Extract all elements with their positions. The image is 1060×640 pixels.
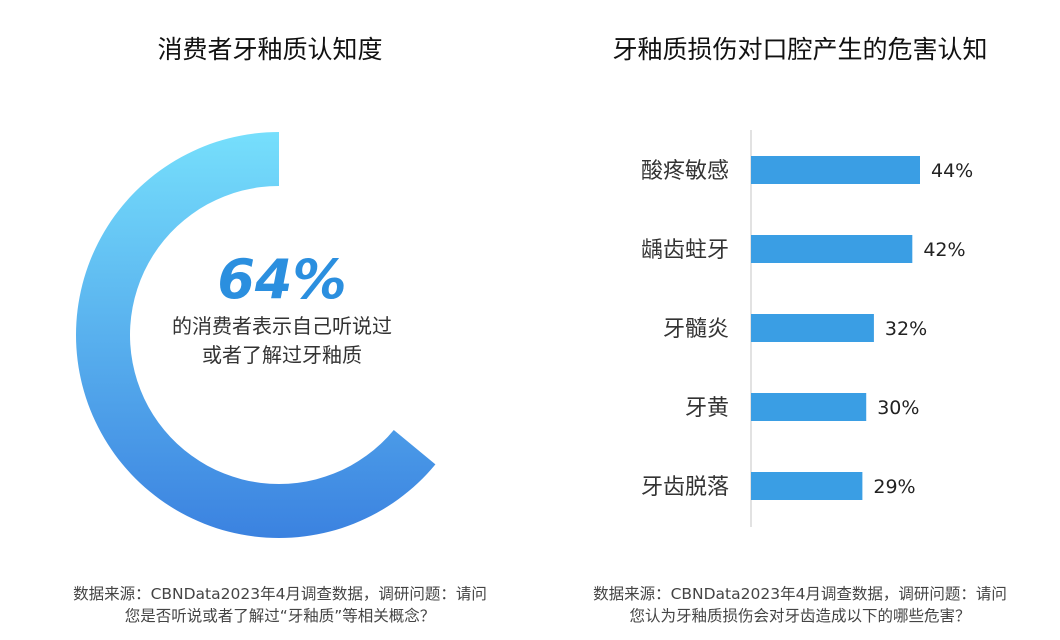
bar-chart-bars: 酸疼敏感 44% 龋齿蛀牙 42% 牙髓炎 32% 牙黄 30% 牙齿脱落 29%	[641, 156, 973, 500]
bar-category-label-2: 龋齿蛀牙	[641, 238, 729, 263]
bar-category-label-1: 酸疼敏感	[641, 159, 729, 184]
bar-1	[751, 156, 920, 184]
donut-center-text-line1: 的消费者表示自己听说过	[172, 314, 392, 338]
bar-value-label-5: 29%	[873, 476, 915, 498]
donut-source-note: 数据来源：CBNData2023年4月调查数据，调研问题：请问 您是否听说或者了…	[30, 583, 530, 627]
donut-chart-title: 消费者牙釉质认知度	[157, 35, 383, 64]
bar-category-label-3: 牙髓炎	[663, 317, 729, 342]
bar-2	[751, 235, 913, 263]
donut-source-line1: 数据来源：CBNData2023年4月调查数据，调研问题：请问	[73, 585, 487, 603]
bar-4	[751, 393, 867, 421]
donut-center-text-line2: 或者了解过牙釉质	[202, 343, 362, 367]
bar-category-label-4: 牙黄	[685, 396, 729, 421]
bar-value-label-2: 42%	[923, 239, 965, 261]
bar-3	[751, 314, 874, 342]
bar-source-line1: 数据来源：CBNData2023年4月调查数据，调研问题：请问	[593, 585, 1007, 603]
donut-source-line2: 您是否听说或者了解过“牙釉质”等相关概念？	[124, 607, 436, 625]
donut-center-value: 64%	[217, 248, 346, 311]
bar-category-label-5: 牙齿脱落	[641, 475, 729, 500]
bar-value-label-3: 32%	[885, 318, 927, 340]
bar-source-line2: 您认为牙釉质损伤会对牙齿造成以下的哪些危害？	[629, 607, 971, 625]
bar-chart-title: 牙釉质损伤对口腔产生的危害认知	[612, 35, 988, 64]
bar-source-note: 数据来源：CBNData2023年4月调查数据，调研问题：请问 您认为牙釉质损伤…	[555, 583, 1045, 627]
donut-arc-64-percent	[75, 132, 436, 538]
bar-value-label-4: 30%	[877, 397, 919, 419]
bar-value-label-1: 44%	[931, 160, 973, 182]
bar-5	[751, 472, 863, 500]
